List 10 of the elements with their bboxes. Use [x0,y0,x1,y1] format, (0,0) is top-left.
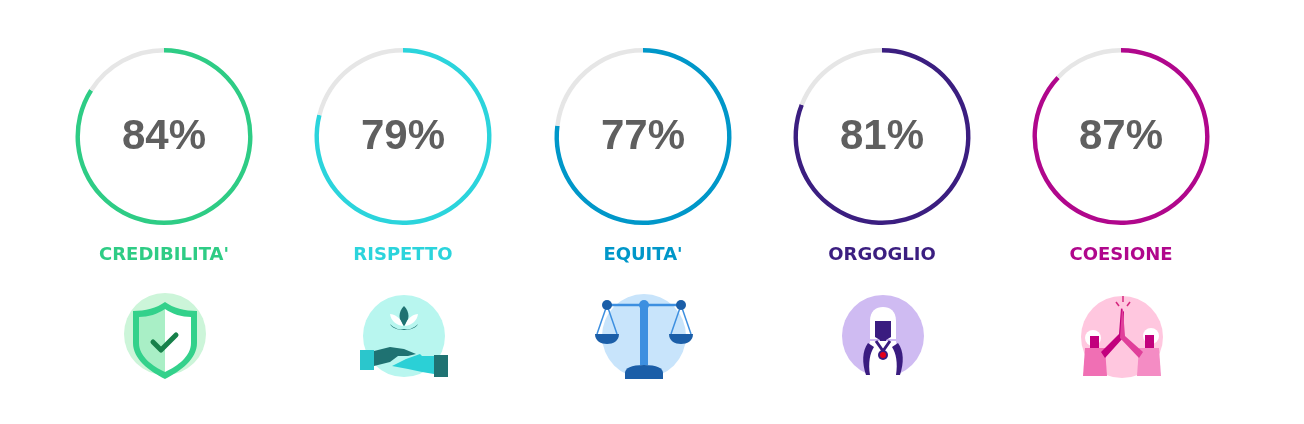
data-label: 87% [1078,111,1164,159]
text: ORGOGLIO [828,242,936,264]
text: RISPETTO [353,242,453,264]
data-label: 84% [121,111,207,159]
text: CREDIBILITA' [99,242,229,264]
text: EQUITA' [602,242,683,264]
data-label: 77% [600,111,685,159]
data-label: 81% [839,111,924,159]
text: COESIONE [1069,242,1173,264]
data-label: 79% [361,111,446,159]
